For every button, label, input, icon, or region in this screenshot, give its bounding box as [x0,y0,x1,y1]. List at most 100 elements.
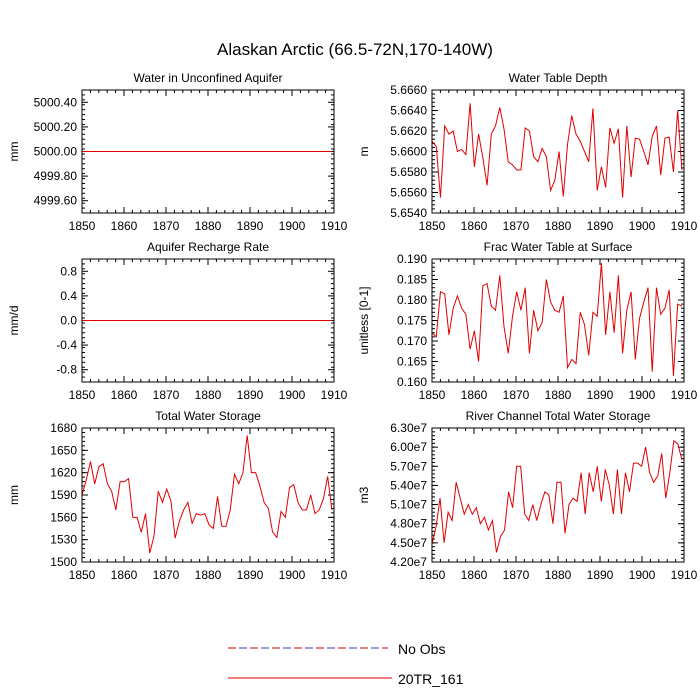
x-tick-label: 1860 [461,388,488,402]
x-tick-label: 1880 [545,219,572,233]
y-tick-label: 4999.80 [34,169,78,183]
y-axis-label: mm [7,485,21,505]
plot-frame [81,89,335,214]
x-tick-label: 1910 [321,568,348,582]
y-axis-label: unitless [0-1] [357,286,371,354]
y-tick-label: 1530 [50,533,77,547]
x-tick-label: 1880 [195,568,222,582]
y-tick-label: 0.175 [397,314,427,328]
panel-0: Water in Unconfined Aquifer mm 1850 1860 187… [7,71,348,233]
x-tick-label: 1890 [237,568,264,582]
x-tick-label: 1890 [237,388,264,402]
y-tick-label: 4.50e7 [390,536,427,550]
x-tick-label: 1900 [279,388,306,402]
y-tick-label: 1650 [50,443,77,457]
x-tick-label: 1890 [237,219,264,233]
x-tick-label: 1850 [69,219,96,233]
x-tick-label: 1870 [503,219,530,233]
x-tick-label: 1860 [461,219,488,233]
panel-title: Water in Unconfined Aquifer [134,71,283,85]
x-tick-label: 1860 [111,388,138,402]
chart-panels: Water in Unconfined Aquifer mm 1850 1860 187… [7,71,698,582]
x-tick-label: 1900 [629,568,656,582]
y-tick-label: 5.6560 [390,186,427,200]
y-axis-label: m3 [357,486,371,503]
x-tick-label: 1910 [671,219,698,233]
series-line-20tr-161 [431,103,683,198]
panel-title: Frac Water Table at Surface [484,240,633,254]
y-tick-label: 0.160 [397,375,427,389]
legend: No Obs 20TR_161 [228,641,464,687]
y-tick-label: 1620 [50,466,77,480]
y-tick-label: 4.80e7 [390,517,427,531]
y-tick-label: 0.0 [60,314,77,328]
plot-frame [81,258,335,383]
x-tick-label: 1870 [503,568,530,582]
y-tick-label: 1680 [50,421,77,435]
x-tick-label: 1870 [153,568,180,582]
y-tick-label: 5.6540 [390,206,427,220]
plot-frame [81,427,335,563]
y-tick-label: 5.6620 [390,124,427,138]
panel-2: Aquifer Recharge Rate mm/d 1850 1860 1870 188… [7,240,348,402]
x-tick-label: 1880 [545,568,572,582]
series-line-20tr-161 [431,439,683,553]
y-tick-label: 4.20e7 [390,555,427,569]
y-tick-label: 1590 [50,488,77,502]
y-tick-label: 5000.20 [34,120,78,134]
x-tick-label: 1860 [111,219,138,233]
x-tick-label: 1850 [419,388,446,402]
y-tick-label: -0.4 [56,338,77,352]
series-line-20tr-161 [81,435,333,554]
y-axis-label: mm/d [7,306,21,336]
panel-title: Water Table Depth [509,71,608,85]
x-tick-label: 1900 [629,388,656,402]
y-tick-label: 5.70e7 [390,459,427,473]
x-tick-label: 1910 [671,568,698,582]
x-tick-label: 1900 [279,568,306,582]
y-tick-label: 6.00e7 [390,440,427,454]
panel-4: Total Water Storage mm 1850 1860 1870 1880 189… [7,409,348,582]
panel-1: Water Table Depth m 1850 1860 1870 1880 1890 19… [357,71,698,233]
x-tick-label: 1900 [279,219,306,233]
panel-title: River Channel Total Water Storage [466,409,651,423]
y-tick-label: 0.190 [397,252,427,266]
y-tick-label: 0.8 [60,264,77,278]
x-tick-label: 1890 [587,568,614,582]
y-tick-label: 6.30e7 [390,421,427,435]
y-tick-label: 0.165 [397,355,427,369]
y-tick-label: 0.4 [60,289,77,303]
x-tick-label: 1890 [587,219,614,233]
y-tick-label: 5.6600 [390,145,427,159]
legend-label-no-obs: No Obs [398,641,445,657]
panel-title: Aquifer Recharge Rate [147,240,269,254]
y-tick-label: 4999.60 [34,194,78,208]
x-tick-label: 1860 [111,568,138,582]
x-tick-label: 1880 [195,388,222,402]
x-tick-label: 1850 [69,388,96,402]
y-tick-label: 5.6660 [390,83,427,97]
x-tick-label: 1880 [545,388,572,402]
x-tick-label: 1850 [419,568,446,582]
x-tick-label: 1870 [153,388,180,402]
plot-frame [431,89,685,214]
plot-frame [431,258,685,383]
x-tick-label: 1850 [69,568,96,582]
x-tick-label: 1860 [461,568,488,582]
x-tick-label: 1870 [153,219,180,233]
panel-5: River Channel Total Water Storage m3 1850 1… [357,409,698,582]
y-tick-label: 0.180 [397,293,427,307]
plot-frame [431,427,685,563]
x-tick-label: 1880 [195,219,222,233]
page-title: Alaskan Arctic (66.5-72N,170-140W) [217,40,493,59]
x-tick-label: 1900 [629,219,656,233]
x-tick-label: 1910 [321,388,348,402]
y-axis-label: mm [7,142,21,162]
y-tick-label: 0.170 [397,334,427,348]
x-tick-label: 1850 [419,219,446,233]
panel-title: Total Water Storage [155,409,261,423]
y-axis-label: m [357,147,371,157]
y-tick-label: 5.40e7 [390,478,427,492]
y-tick-label: 5000.00 [34,145,78,159]
